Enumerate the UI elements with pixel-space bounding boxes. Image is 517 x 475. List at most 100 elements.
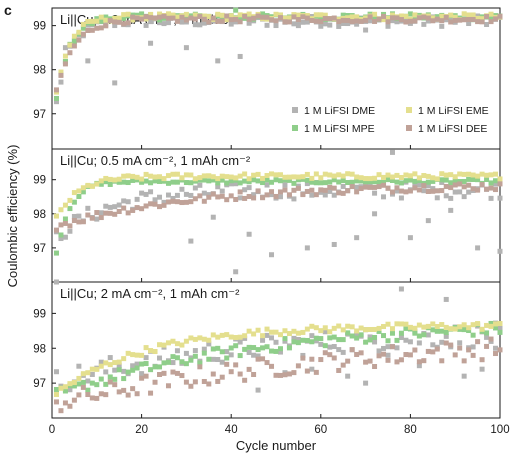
data-point [197, 364, 203, 370]
series-dme-panel-1 [53, 13, 503, 105]
data-point [349, 14, 355, 20]
data-point [493, 181, 499, 187]
data-point [363, 176, 369, 182]
data-point [394, 337, 400, 343]
data-point [475, 187, 481, 193]
data-point [493, 16, 499, 22]
data-point [139, 361, 145, 367]
data-point [304, 337, 310, 343]
data-point [53, 227, 59, 233]
data-point [219, 173, 225, 179]
data-point [152, 174, 158, 180]
data-point [233, 16, 239, 22]
data-point [385, 177, 391, 183]
data-point [479, 19, 485, 25]
data-point [381, 17, 387, 23]
data-point [112, 177, 118, 183]
data-point [381, 351, 387, 357]
data-point [448, 19, 454, 25]
data-point [336, 323, 342, 329]
data-point [286, 19, 292, 25]
data-point [497, 181, 503, 187]
data-point [224, 17, 230, 23]
data-point [497, 176, 503, 182]
data-point [233, 362, 239, 368]
data-point [148, 15, 154, 21]
data-point [488, 185, 494, 191]
data-point [349, 333, 355, 339]
data-point [466, 182, 472, 188]
data-point [157, 204, 163, 210]
data-point [103, 17, 109, 23]
data-point [363, 27, 369, 33]
series-dee-panel-1 [53, 13, 503, 93]
data-point [331, 344, 337, 350]
data-point [385, 352, 391, 358]
data-point [452, 14, 458, 20]
data-point [309, 179, 315, 185]
data-point [94, 395, 100, 401]
data-point [322, 325, 328, 331]
data-point [282, 328, 288, 334]
data-point [219, 374, 225, 380]
data-point [372, 190, 378, 196]
data-point [354, 331, 360, 337]
data-point [80, 384, 86, 390]
data-point [300, 329, 306, 335]
data-point [103, 203, 109, 209]
data-point [188, 180, 194, 186]
data-point [71, 383, 77, 389]
data-point [300, 19, 306, 25]
data-point [295, 363, 301, 369]
data-point [125, 392, 131, 398]
data-point [407, 11, 413, 17]
data-point [475, 15, 481, 21]
data-point [398, 286, 404, 292]
data-point [282, 177, 288, 183]
data-point [434, 16, 440, 22]
data-point [291, 335, 297, 341]
data-point [322, 187, 328, 193]
data-point [228, 174, 234, 180]
data-point [215, 357, 221, 363]
data-point [291, 196, 297, 202]
data-point [466, 21, 472, 27]
data-point [336, 23, 342, 29]
data-point [273, 348, 279, 354]
data-point [80, 219, 86, 225]
data-point [183, 350, 189, 356]
data-point [174, 341, 180, 347]
data-point [497, 321, 503, 327]
data-point [363, 179, 369, 185]
data-point [493, 178, 499, 184]
data-point [121, 198, 127, 204]
data-point [125, 210, 131, 216]
data-point [170, 15, 176, 21]
data-point [246, 20, 252, 26]
data-point [224, 13, 230, 19]
data-point [148, 19, 154, 25]
data-point [246, 344, 252, 350]
data-point [103, 392, 109, 398]
data-point [407, 173, 413, 179]
data-point [269, 17, 275, 23]
data-point [228, 369, 234, 375]
data-point [251, 192, 257, 198]
data-point [452, 182, 458, 188]
data-point [461, 373, 467, 379]
data-point [470, 172, 476, 178]
data-point [76, 375, 82, 381]
x-tick-label: 100 [490, 424, 509, 436]
data-point [197, 177, 203, 183]
data-point [331, 355, 337, 361]
data-point [331, 185, 337, 191]
data-point [255, 13, 261, 19]
data-point [165, 359, 171, 365]
data-point [430, 18, 436, 24]
data-point [286, 345, 292, 351]
data-point [282, 187, 288, 193]
data-point [488, 320, 494, 326]
data-point [416, 175, 422, 181]
data-point [121, 205, 127, 211]
data-point [107, 18, 113, 24]
